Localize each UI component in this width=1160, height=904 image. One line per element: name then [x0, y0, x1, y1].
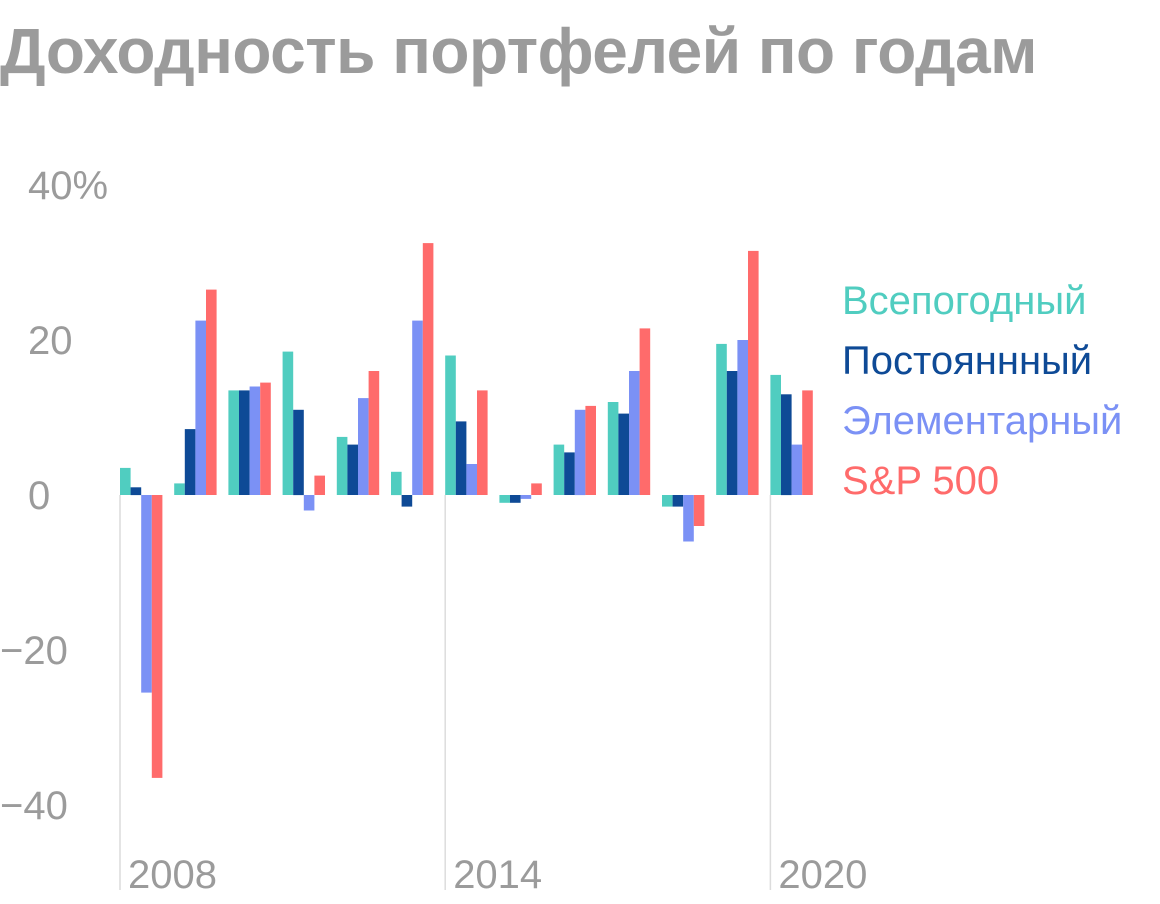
bar-2010-series-1: [239, 390, 250, 495]
bar-2009-series-1: [184, 429, 196, 495]
y-tick-label: 20: [28, 319, 73, 363]
bar-2011-series-0: [282, 351, 294, 495]
bar-2011-series-3: [314, 475, 325, 495]
bar-2011-series-2: [303, 495, 315, 511]
bar-2010-series-2: [249, 386, 261, 495]
y-tick-label: −20: [0, 629, 68, 673]
bar-2014-series-3: [477, 390, 488, 495]
bar-2012-series-0: [336, 436, 348, 495]
bar-2017-series-3: [639, 328, 651, 495]
bar-2008-series-2: [141, 495, 152, 693]
y-tick-label: 0: [28, 474, 50, 518]
bars-layer: [120, 243, 813, 778]
bar-2012-series-1: [347, 444, 358, 495]
legend: Всепогодный Постояннный Элементарный S&P 50…: [842, 279, 1122, 503]
y-tick-label: 40%: [28, 164, 108, 208]
bar-2014-series-1: [455, 421, 467, 495]
legend-entry-0: Всепогодный: [842, 279, 1086, 323]
bar-2012-series-2: [358, 398, 369, 495]
bar-2009-series-3: [206, 289, 217, 495]
bar-2018-series-1: [672, 495, 684, 507]
bar-2015-series-2: [520, 495, 532, 499]
bar-2013-series-3: [422, 243, 434, 495]
bar-2020-series-1: [781, 394, 792, 496]
bar-2014-series-2: [466, 464, 477, 495]
y-tick-label: −40: [0, 784, 68, 828]
bar-2008-series-0: [120, 467, 131, 495]
bar-2010-series-0: [228, 390, 239, 495]
bar-2016-series-3: [585, 405, 596, 495]
bar-2015-series-1: [510, 495, 521, 503]
chart-title: Доходность портфелей по годам: [0, 15, 1038, 87]
x-tick-label-2014: 2014: [453, 853, 542, 897]
bar-2017-series-2: [629, 371, 640, 495]
bar-2018-series-0: [662, 495, 673, 507]
bar-2010-series-3: [260, 382, 271, 495]
bar-2015-series-3: [531, 483, 542, 495]
bar-2018-series-3: [693, 495, 705, 526]
bar-2011-series-1: [293, 409, 304, 496]
bar-2017-series-1: [618, 413, 629, 495]
bar-2019-series-0: [716, 343, 727, 495]
bar-2008-series-3: [151, 495, 163, 778]
bar-2019-series-3: [748, 250, 759, 495]
bar-2020-series-0: [770, 374, 781, 495]
bar-2019-series-2: [737, 340, 748, 495]
bar-2008-series-1: [130, 487, 142, 496]
x-tick-label-2020: 2020: [778, 853, 867, 897]
bar-2013-series-2: [412, 320, 423, 495]
x-tick-label-2008: 2008: [128, 853, 217, 897]
bar-2009-series-0: [174, 483, 185, 495]
bar-2017-series-0: [607, 402, 619, 495]
bar-2009-series-2: [195, 320, 206, 495]
legend-entry-2: Элементарный: [842, 399, 1122, 443]
bar-2016-series-1: [564, 452, 575, 495]
legend-entry-1: Постояннный: [842, 339, 1092, 383]
bar-2014-series-0: [445, 355, 456, 495]
bar-2013-series-1: [401, 495, 413, 507]
bar-2020-series-3: [802, 390, 813, 495]
bar-2018-series-2: [683, 495, 694, 542]
bar-2013-series-0: [391, 471, 402, 496]
legend-entry-3: S&P 500: [842, 459, 999, 503]
x-axis: 2008 2014 2020: [128, 853, 867, 897]
bar-2016-series-2: [574, 409, 586, 496]
bar-2015-series-0: [499, 495, 510, 503]
bar-2012-series-3: [368, 371, 380, 495]
bar-2016-series-0: [553, 444, 565, 495]
y-axis: 40% 20 0 −20 −40: [0, 164, 108, 828]
grid-layer: [119, 495, 772, 890]
bar-2020-series-2: [791, 444, 803, 495]
bar-2019-series-1: [726, 371, 738, 495]
